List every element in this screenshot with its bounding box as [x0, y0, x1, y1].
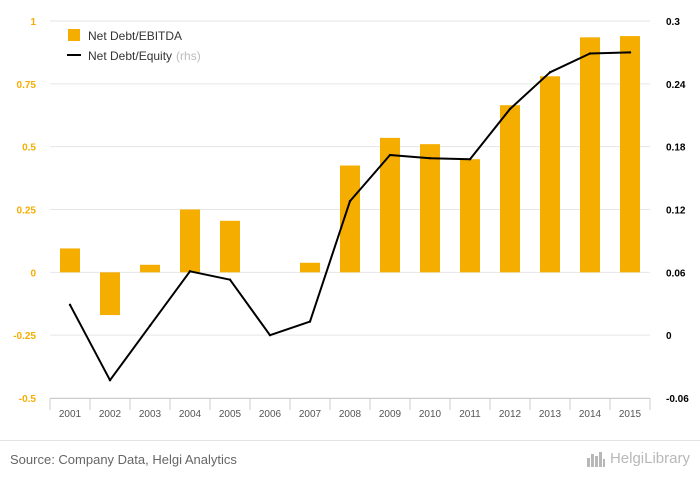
bar-2013: [540, 76, 560, 273]
x-axis-tick-label: 2012: [499, 409, 522, 420]
line-point-2006: [268, 333, 272, 337]
right-axis-tick-label: -0.06: [666, 394, 689, 405]
left-axis-tick-label: 0.25: [17, 206, 37, 217]
city-skyline-icon: [586, 451, 605, 467]
x-axis-tick-label: 2002: [99, 409, 122, 420]
bar-2002: [100, 272, 120, 316]
bar-2010: [420, 144, 440, 273]
line-point-2014: [588, 52, 592, 55]
line-point-2003: [148, 324, 152, 327]
line-point-2013: [548, 71, 552, 74]
left-axis-tick-label: 1: [30, 17, 36, 28]
line-point-2001: [68, 303, 72, 306]
legend-label-net-debt-ebitda: Net Debt/EBITDA: [88, 29, 182, 43]
line-point-2005: [228, 278, 232, 281]
x-axis-tick-label: 2014: [579, 409, 602, 420]
left-axis-ticks: -0.5 -0.25 0 0.25 0.5 0.75 1: [13, 17, 36, 405]
right-axis-tick-label: 0.06: [666, 268, 686, 279]
bar-2003: [140, 264, 160, 273]
bar-2008: [340, 165, 360, 273]
x-axis-tick-label: 2005: [219, 409, 242, 420]
legend-label-rhs: (rhs): [176, 49, 201, 63]
bar-series-net-debt-ebitda: [60, 36, 640, 316]
line-point-2010: [428, 156, 432, 160]
line-point-2012: [508, 107, 512, 111]
right-axis-tick-label: 0.12: [666, 206, 686, 217]
source-note: Source: Company Data, Helgi Analytics: [10, 452, 237, 467]
bar-2004: [180, 209, 200, 273]
x-axis-ticks: 2001 2002 2003 2004 2005 2006 2007 2008 2009 2010…: [49, 398, 651, 420]
x-axis-tick-label: 2009: [379, 409, 402, 420]
right-axis-tick-label: 0.18: [666, 143, 686, 154]
right-axis-tick-label: 0.24: [666, 80, 686, 91]
x-axis-tick-label: 2010: [419, 409, 442, 420]
right-axis-tick-label: 0.3: [666, 17, 680, 28]
brand-logo[interactable]: HelgiLibrary: [586, 450, 690, 467]
x-axis-tick-label: 2011: [459, 409, 481, 420]
left-axis-tick-label: 0.5: [22, 143, 36, 154]
legend: Net Debt/EBITDA Net Debt/Equity (rhs): [67, 29, 201, 63]
chart: -0.5 -0.25 0 0.25 0.5 0.75 1 -0.06 0 0.06 0.12 0.1…: [13, 17, 689, 420]
line-point-2002: [108, 378, 112, 382]
left-axis-tick-label: -0.25: [13, 331, 36, 342]
line-point-2004: [188, 270, 192, 273]
x-axis-tick-label: 2006: [259, 409, 282, 420]
right-axis-ticks: -0.06 0 0.06 0.12 0.18 0.24 0.3: [666, 17, 689, 405]
right-axis-tick-label: 0: [666, 331, 672, 342]
x-axis-tick-label: 2013: [539, 409, 562, 420]
line-point-2008: [348, 199, 352, 203]
left-axis-tick-label: 0.75: [17, 80, 37, 91]
brand-name: HelgiLibrary: [609, 450, 690, 467]
x-axis-tick-label: 2003: [139, 409, 162, 420]
legend-label-net-debt-equity: Net Debt/Equity: [88, 49, 172, 63]
bar-2001: [60, 248, 80, 273]
left-axis-tick-label: -0.5: [19, 394, 37, 405]
left-axis-tick-label: 0: [30, 268, 36, 279]
x-axis-tick-label: 2004: [179, 409, 202, 420]
line-point-2011: [468, 158, 472, 161]
bar-2007: [300, 262, 320, 273]
bar-2009: [380, 137, 400, 273]
bar-2011: [460, 159, 480, 273]
svg-text:Net Debt/Equity(rhs): Net Debt/Equity (rhs): [88, 49, 201, 63]
line-point-2015: [628, 51, 632, 54]
bar-2015: [620, 36, 640, 273]
legend-swatch-bar: [68, 29, 80, 41]
x-axis-tick-label: 2008: [339, 409, 362, 420]
bar-2005: [220, 220, 240, 273]
x-axis-tick-label: 2007: [299, 409, 322, 420]
x-axis-tick-label: 2001: [59, 409, 82, 420]
x-axis-tick-label: 2015: [619, 409, 642, 420]
line-point-2007: [308, 320, 312, 323]
line-point-2009: [388, 153, 392, 157]
bar-2012: [500, 105, 520, 273]
line-series-net-debt-equity: [68, 51, 632, 382]
bar-2014: [580, 37, 600, 273]
footer: Source: Company Data, Helgi Analytics He…: [0, 440, 700, 484]
